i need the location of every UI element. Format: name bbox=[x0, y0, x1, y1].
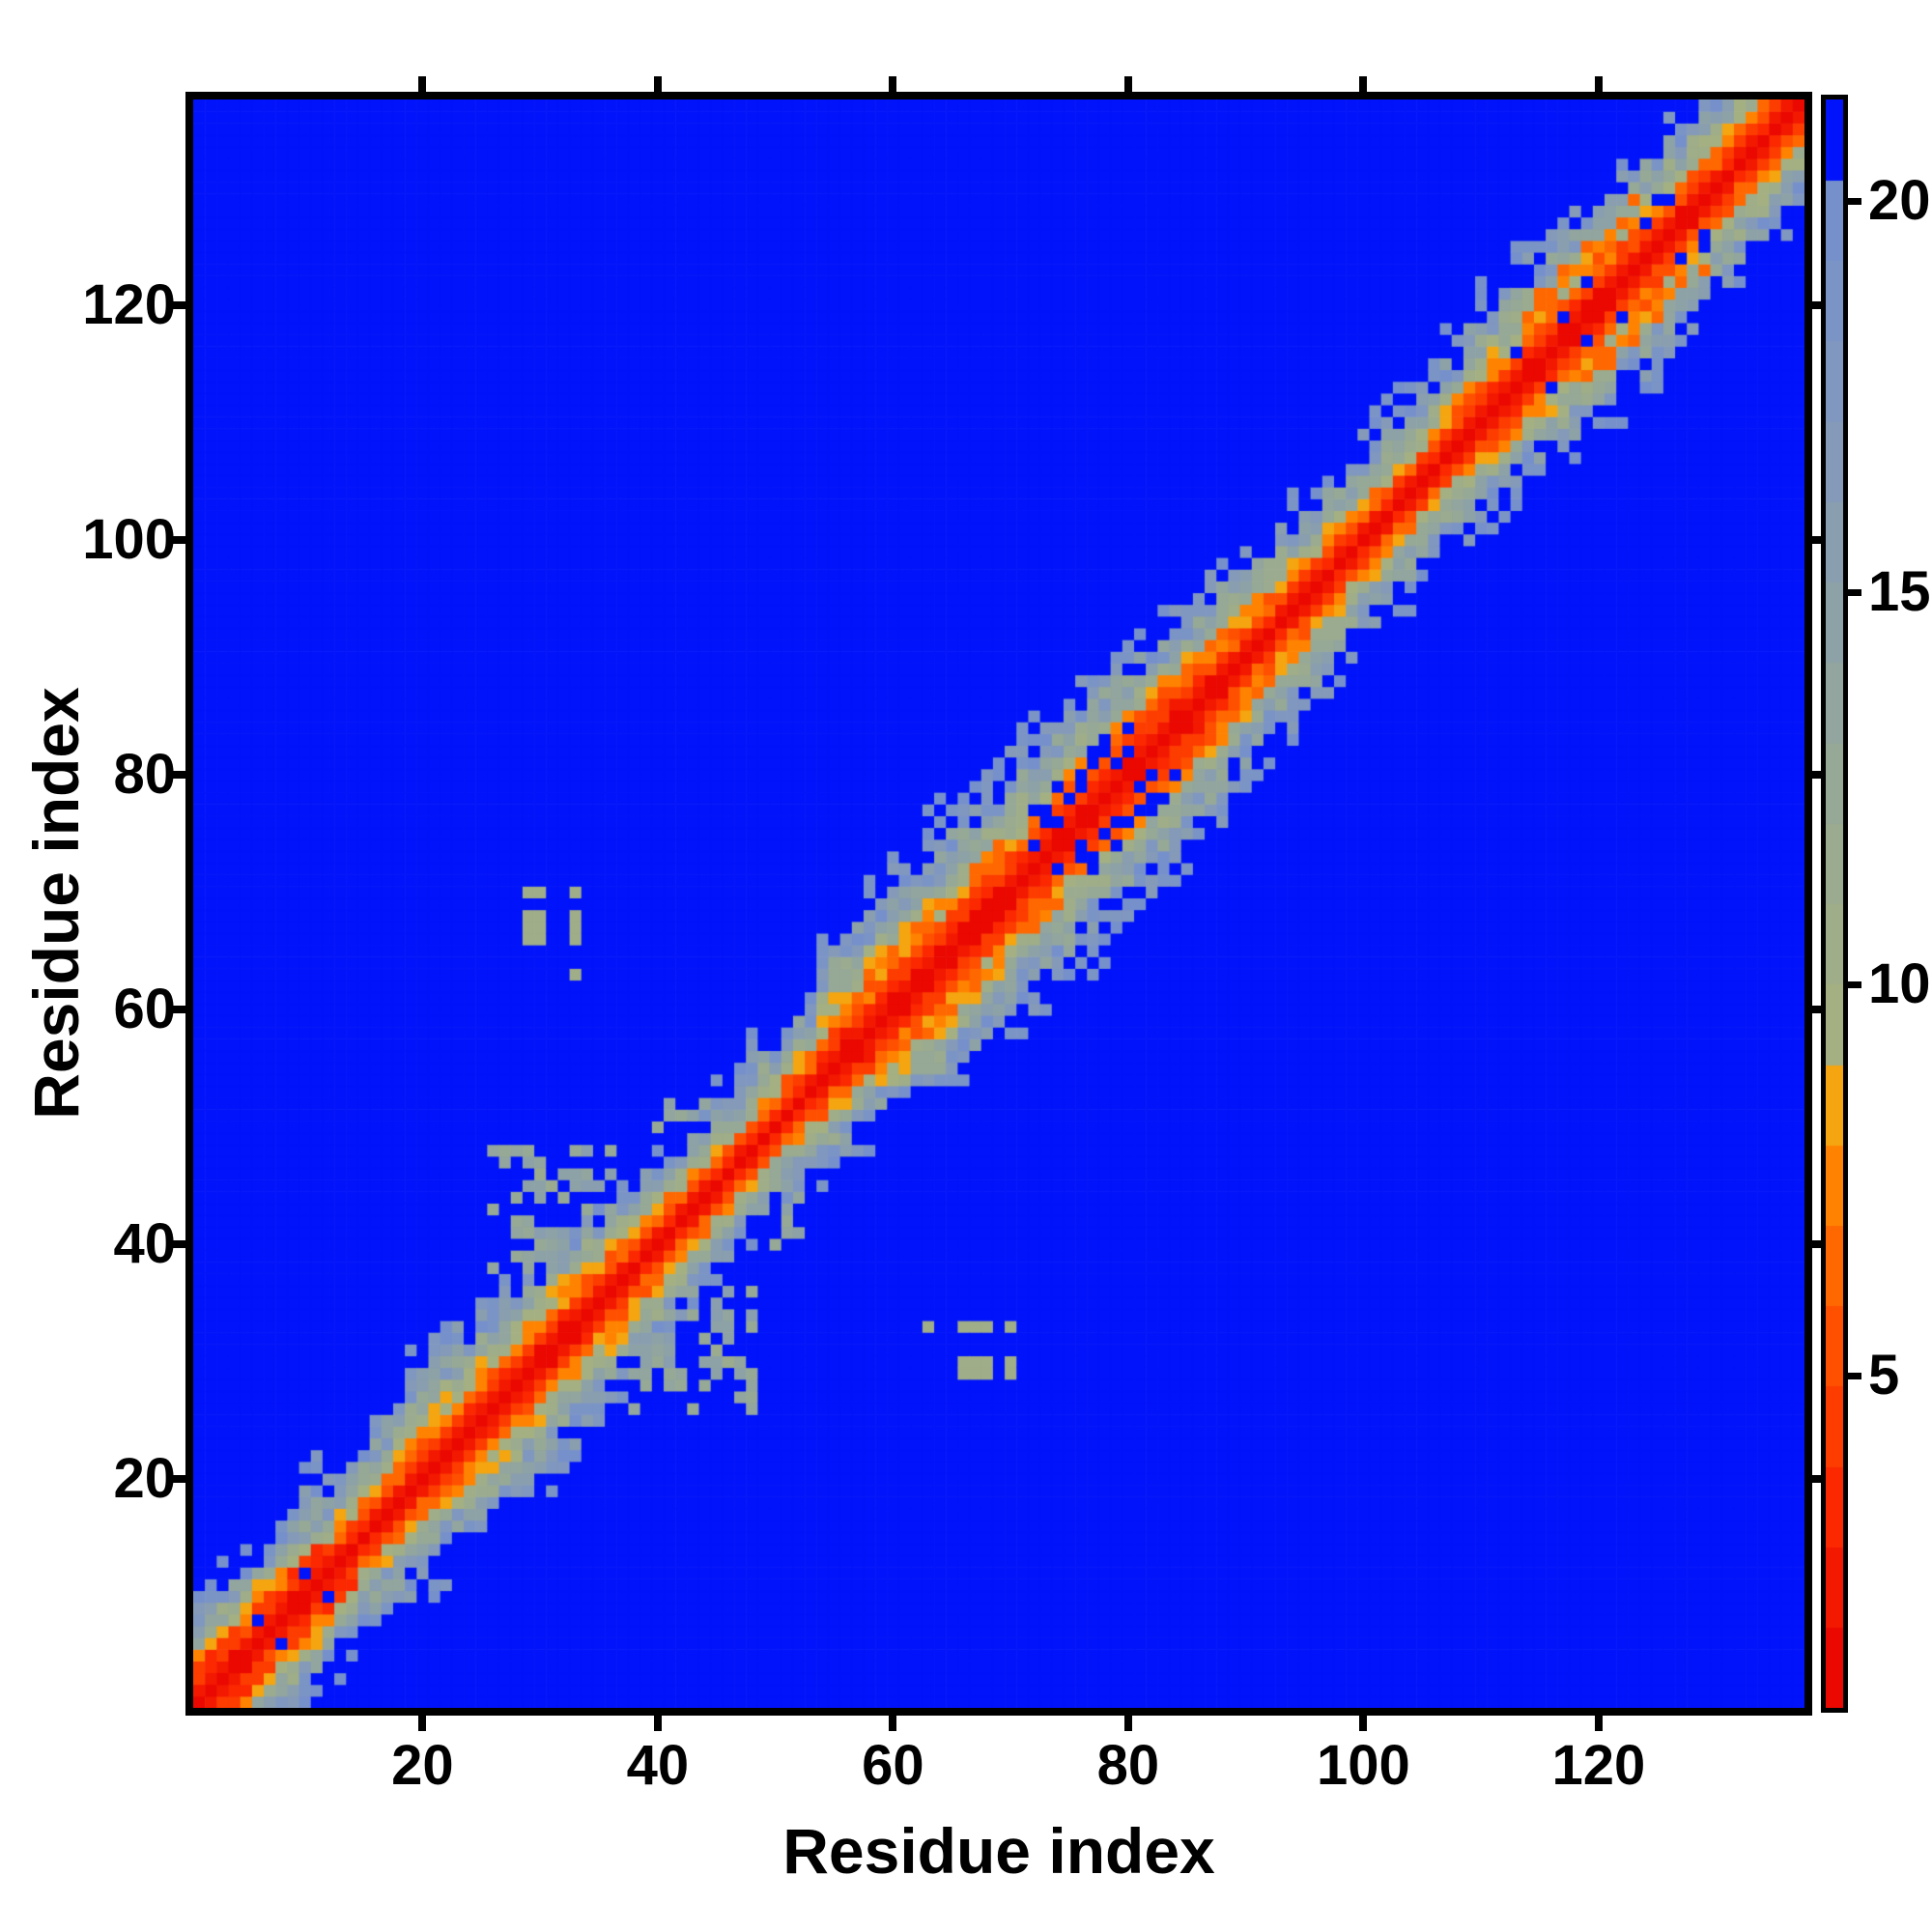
colorbar-tick bbox=[1848, 589, 1861, 597]
x-axis-tick-top bbox=[1123, 76, 1132, 92]
colorbar-tick-label: 10 bbox=[1868, 952, 1931, 1015]
x-axis-tick-top bbox=[1594, 76, 1603, 92]
x-tick-label: 80 bbox=[1096, 1734, 1160, 1797]
colorbar-tick bbox=[1848, 1372, 1861, 1379]
y-tick-label: 100 bbox=[82, 507, 176, 571]
y-tick-label: 40 bbox=[113, 1211, 176, 1275]
colorbar-tick-label: 5 bbox=[1868, 1343, 1900, 1406]
y-axis-tick-right bbox=[1812, 1239, 1826, 1248]
y-axis-tick-left bbox=[170, 535, 185, 544]
x-axis-tick-bottom bbox=[889, 1716, 897, 1731]
colorbar-tick-label: 20 bbox=[1868, 169, 1931, 233]
y-axis-tick-right bbox=[1812, 1475, 1826, 1483]
x-tick-label: 60 bbox=[862, 1734, 924, 1797]
colorbar-tick-label: 15 bbox=[1868, 560, 1931, 624]
x-axis-tick-top bbox=[653, 76, 662, 92]
y-axis-tick-left bbox=[170, 1475, 185, 1483]
y-axis-tick-left bbox=[170, 770, 185, 779]
x-tick-label: 120 bbox=[1551, 1734, 1646, 1797]
y-axis-title: Residue index bbox=[20, 687, 92, 1120]
heatmap-canvas bbox=[193, 99, 1804, 1708]
x-tick-label: 100 bbox=[1317, 1734, 1410, 1797]
x-axis-tick-bottom bbox=[1359, 1716, 1368, 1731]
y-tick-label: 120 bbox=[82, 272, 176, 336]
x-axis-tick-bottom bbox=[1594, 1716, 1603, 1731]
x-axis-tick-top bbox=[418, 76, 427, 92]
x-axis-tick-top bbox=[889, 76, 897, 92]
x-axis-tick-bottom bbox=[1123, 1716, 1132, 1731]
x-axis-tick-top bbox=[1359, 76, 1368, 92]
colorbar-tick bbox=[1848, 198, 1861, 206]
y-tick-label: 20 bbox=[113, 1447, 176, 1510]
x-tick-label: 20 bbox=[391, 1734, 454, 1797]
x-axis-tick-bottom bbox=[653, 1716, 662, 1731]
colorbar-tick bbox=[1848, 980, 1861, 988]
y-axis-tick-left bbox=[170, 1005, 185, 1013]
y-axis-tick-left bbox=[170, 300, 185, 309]
y-tick-label: 80 bbox=[113, 742, 176, 806]
y-tick-label: 60 bbox=[113, 977, 176, 1040]
y-axis-tick-right bbox=[1812, 535, 1826, 544]
colorbar-canvas bbox=[1826, 99, 1843, 1708]
x-tick-label: 40 bbox=[626, 1734, 690, 1797]
y-axis-tick-right bbox=[1812, 300, 1826, 309]
x-axis-tick-bottom bbox=[418, 1716, 427, 1731]
y-axis-tick-right bbox=[1812, 1005, 1826, 1013]
y-axis-tick-left bbox=[170, 1239, 185, 1248]
y-axis-tick-right bbox=[1812, 770, 1826, 779]
x-axis-title: Residue index bbox=[782, 1815, 1215, 1887]
